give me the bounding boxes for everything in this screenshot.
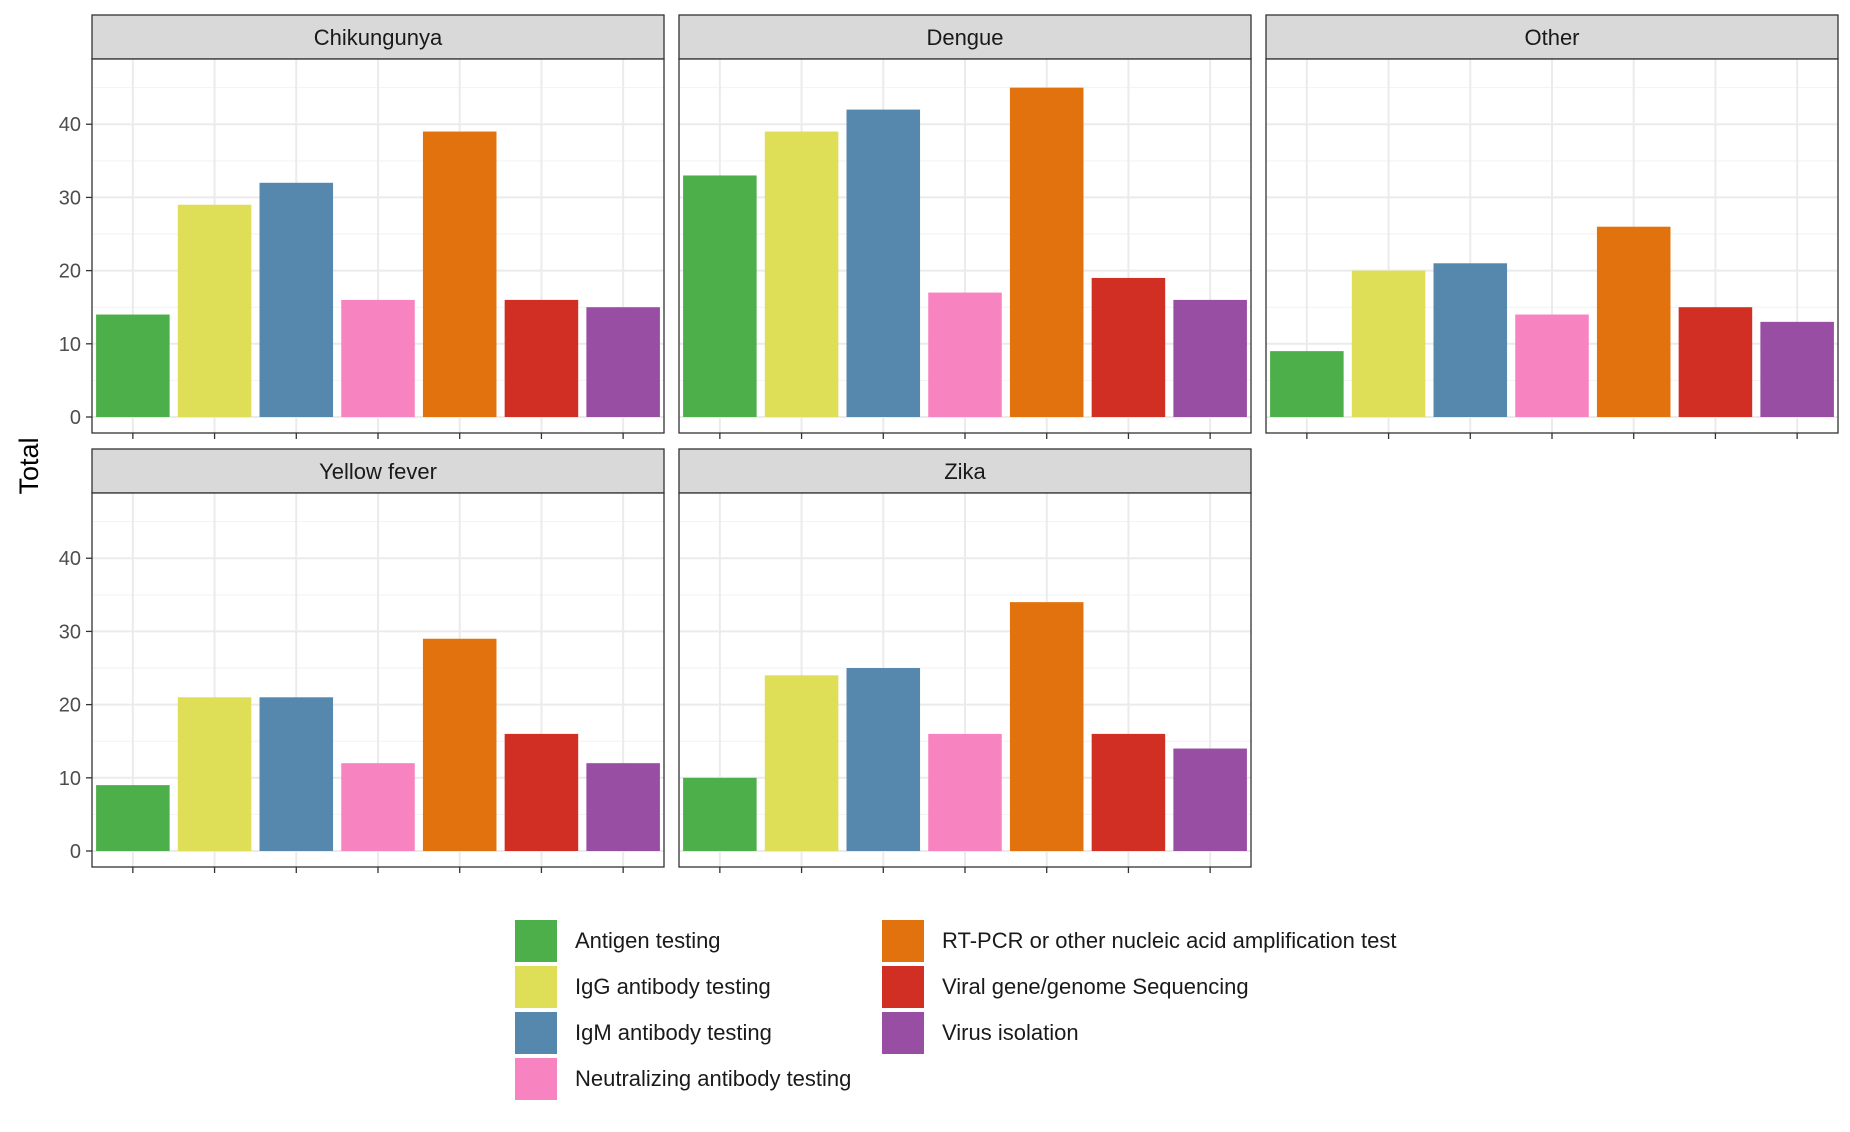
- legend-label: IgG antibody testing: [575, 974, 771, 999]
- legend-label: Neutralizing antibody testing: [575, 1066, 852, 1091]
- bar: [96, 314, 170, 417]
- bar: [341, 763, 415, 851]
- facet-strip: [678, 448, 1252, 494]
- panel-border: [91, 492, 665, 868]
- legend-key: [882, 966, 924, 1008]
- y-tick-label: 20: [59, 261, 81, 283]
- legend-label: IgM antibody testing: [575, 1020, 772, 1045]
- legend-item: IgM antibody testing: [515, 1010, 882, 1056]
- bar: [96, 785, 170, 851]
- bar: [764, 131, 839, 417]
- bar: [259, 697, 334, 851]
- legend-item: IgG antibody testing: [515, 964, 882, 1010]
- legend-label: RT-PCR or other nucleic acid amplificati…: [942, 928, 1397, 953]
- y-tick-label: 40: [59, 548, 81, 570]
- y-tick-label: 40: [59, 114, 81, 136]
- bar: [928, 292, 1002, 417]
- bar: [586, 307, 660, 417]
- y-axis-title: Total: [14, 437, 44, 494]
- legend-key: [515, 1012, 557, 1054]
- bar: [928, 733, 1002, 851]
- y-tick-label: 10: [59, 334, 81, 356]
- facet-title: Other: [1524, 25, 1579, 50]
- panel-border: [1265, 58, 1839, 434]
- bar: [846, 668, 921, 851]
- bar: [259, 182, 334, 417]
- legend-item: Virus isolation: [882, 1010, 1422, 1056]
- bar: [1596, 226, 1671, 417]
- y-tick-label: 0: [70, 407, 81, 429]
- bar: [846, 109, 921, 418]
- bar: [683, 777, 757, 851]
- panel-border: [91, 58, 665, 434]
- panel-border: [678, 492, 1252, 868]
- facet-title: Chikungunya: [314, 25, 443, 50]
- bar: [1091, 733, 1166, 851]
- bar: [1009, 87, 1084, 417]
- legend-item: Neutralizing antibody testing: [515, 1056, 882, 1102]
- bar: [422, 131, 497, 417]
- facet-title: Zika: [944, 459, 986, 484]
- y-tick-label: 30: [59, 621, 81, 643]
- bar: [1351, 270, 1426, 417]
- bar: [1433, 263, 1508, 417]
- facet-strip: [678, 14, 1252, 60]
- facet-title: Yellow fever: [319, 459, 437, 484]
- legend-key: [515, 920, 557, 962]
- legend-key: [515, 1058, 557, 1100]
- facet-strip: [91, 14, 665, 60]
- bar: [1515, 314, 1589, 417]
- bar: [683, 175, 757, 417]
- bar: [422, 638, 497, 851]
- bar: [586, 763, 660, 851]
- legend-item: Antigen testing: [515, 918, 882, 964]
- faceted-bar-chart: Total Chikungunya 0 10 20 30 40 Dengue Other Yell…: [14, 14, 1839, 873]
- bar: [177, 204, 252, 417]
- y-tick-label: 10: [59, 768, 81, 790]
- bar: [1270, 351, 1344, 417]
- legend-key: [515, 966, 557, 1008]
- bar: [1173, 299, 1247, 417]
- legend-key: [882, 1012, 924, 1054]
- legend-item: Viral gene/genome Sequencing: [882, 964, 1422, 1010]
- legend: Antigen testing IgG antibody testing IgM…: [515, 918, 1422, 1102]
- panel-border: [678, 58, 1252, 434]
- bar: [1009, 602, 1084, 851]
- bar: [1760, 321, 1834, 417]
- legend-label: Viral gene/genome Sequencing: [942, 974, 1249, 999]
- legend-item: RT-PCR or other nucleic acid amplificati…: [882, 918, 1422, 964]
- legend-label: Virus isolation: [942, 1020, 1079, 1045]
- bar: [504, 299, 579, 417]
- bar: [1173, 748, 1247, 851]
- bar: [341, 299, 415, 417]
- y-tick-label: 20: [59, 695, 81, 717]
- y-tick-label: 30: [59, 187, 81, 209]
- legend-key: [882, 920, 924, 962]
- bar: [504, 733, 579, 851]
- legend-label: Antigen testing: [575, 928, 721, 953]
- facet-strip: [91, 448, 665, 494]
- y-tick-label: 0: [70, 841, 81, 863]
- bar: [1678, 307, 1753, 417]
- bar: [764, 675, 839, 851]
- facet-title: Dengue: [926, 25, 1003, 50]
- bar: [1091, 277, 1166, 417]
- bar: [177, 697, 252, 851]
